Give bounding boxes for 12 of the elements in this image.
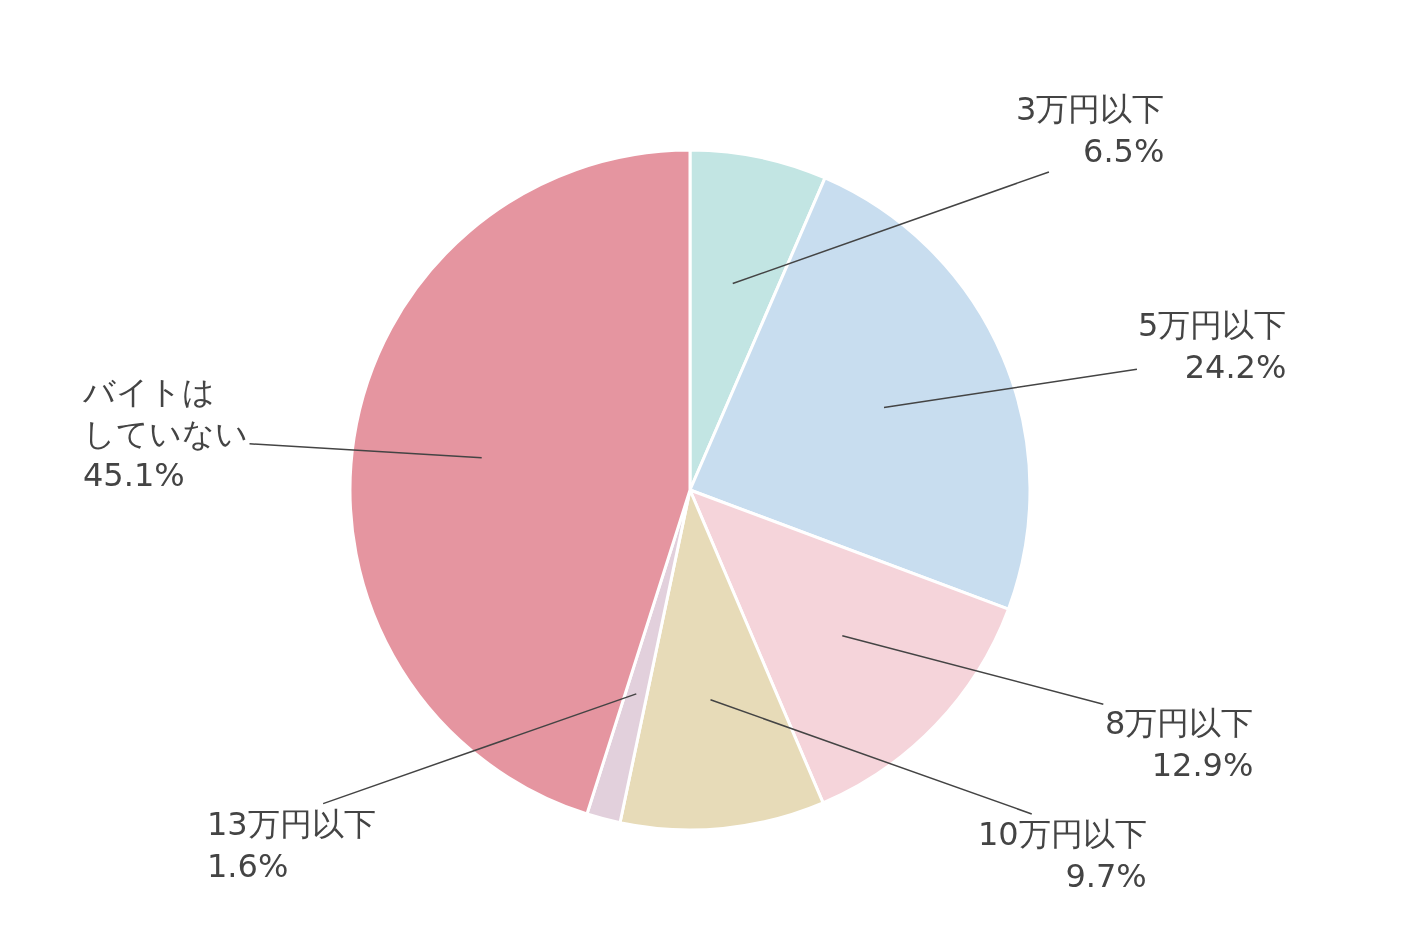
data-label: 1.6% <box>207 846 289 885</box>
data-label: 45.1% <box>83 456 185 495</box>
slice-label: 5万円以下 <box>1138 306 1287 344</box>
slice-label: バイトはしていない <box>82 373 248 453</box>
slice-label: 13万円以下 <box>207 805 376 843</box>
data-label: 12.9% <box>1151 745 1254 784</box>
data-label: 9.7% <box>1065 856 1147 895</box>
data-label: 24.2% <box>1184 347 1287 386</box>
slice-label: 10万円以下 <box>978 815 1147 853</box>
slice-label: 8万円以下 <box>1105 704 1254 742</box>
data-label: 6.5% <box>1083 131 1165 170</box>
slice-label: 3万円以下 <box>1016 90 1165 128</box>
